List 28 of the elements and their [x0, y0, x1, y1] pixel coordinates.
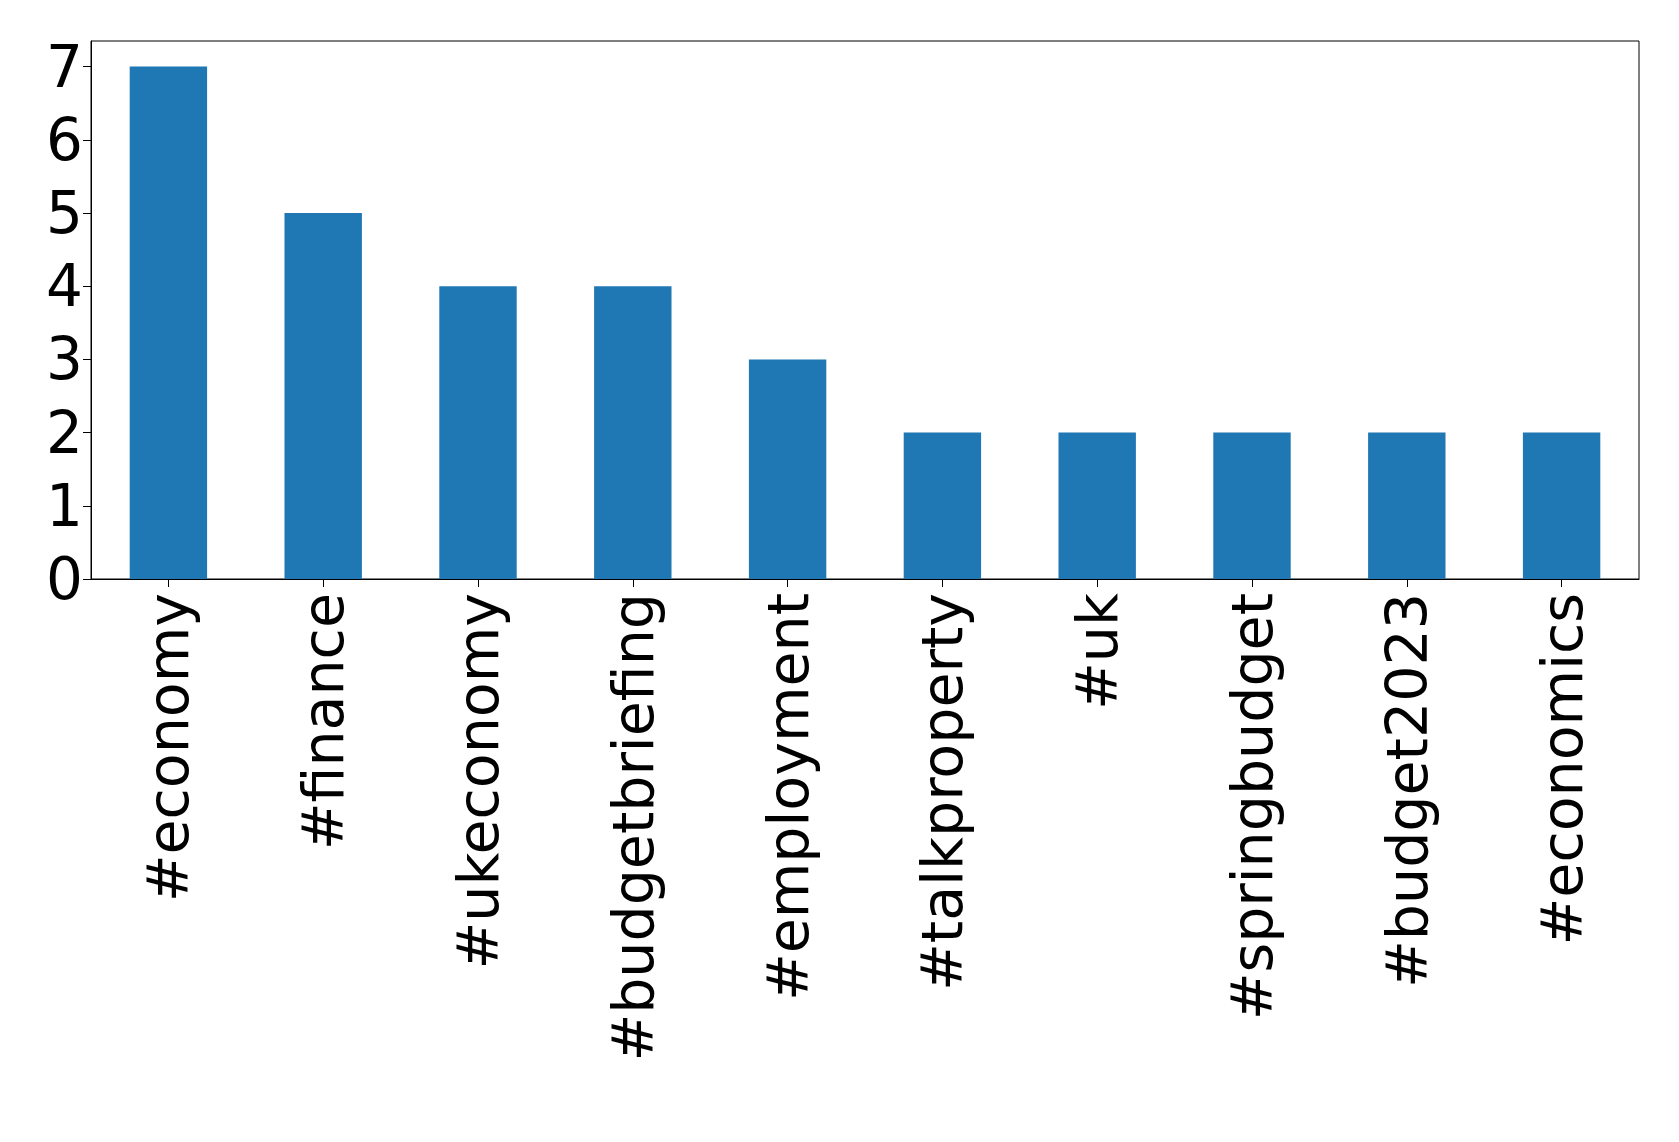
y-tick-label: 4 [46, 252, 83, 321]
bar [1522, 432, 1601, 579]
y-tick-label: 3 [46, 325, 83, 394]
x-tick-label: #economy [135, 593, 202, 903]
x-tick-label: #finance [290, 593, 357, 851]
bar [1058, 432, 1136, 579]
bar [594, 286, 672, 579]
y-tick-label: 5 [46, 179, 83, 248]
bar [439, 286, 517, 579]
y-tick-label: 7 [46, 32, 83, 101]
y-tick-label: 2 [46, 398, 83, 467]
x-tick-label: #uk [1064, 593, 1131, 710]
bar [129, 66, 208, 579]
x-tick-label: #budgetbriefing [599, 593, 666, 1062]
y-tick-label: 0 [46, 545, 83, 613]
y-tick-label: 1 [46, 471, 83, 540]
bar [903, 432, 982, 579]
x-tick-label: #ukeconomy [445, 593, 511, 970]
bar [284, 213, 362, 579]
x-tick-label: #budget2023 [1373, 593, 1440, 988]
bar [1368, 432, 1446, 579]
y-tick-label: 6 [46, 105, 83, 174]
bar [748, 359, 827, 579]
x-tick-label: #economics [1528, 593, 1595, 946]
x-tick-label: #talkproperty [909, 593, 976, 991]
bar [1213, 432, 1291, 579]
x-tick-label: #springbudget [1219, 593, 1285, 1021]
x-tick-label: #employment [754, 593, 821, 1002]
